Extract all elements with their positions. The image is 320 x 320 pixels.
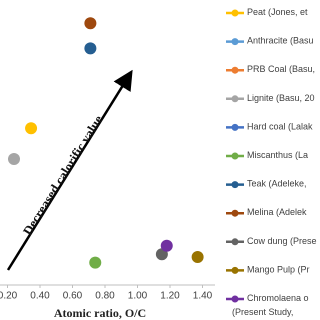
legend-label: PRB Coal (Basu, (247, 65, 315, 75)
x-axis-title: Atomic ratio, O/C (54, 306, 146, 320)
legend-label: Chromolaena o (Present Study, (232, 293, 309, 317)
x-tick-label: 0.80 (95, 291, 115, 302)
x-tick-label: 0.60 (63, 291, 83, 302)
legend-marker (231, 295, 239, 303)
point (25, 122, 38, 135)
x-tick-label: 0.40 (30, 291, 50, 302)
x-tick-label: 0.20 (0, 291, 18, 302)
legend-label: Miscanthus (La (247, 150, 308, 160)
legend-marker (231, 266, 239, 274)
point (8, 153, 20, 165)
legend-marker (231, 152, 239, 160)
legend: Peat (Jones, et Anthracite (Basu PRB Coal … (226, 7, 317, 317)
legend-label: Lignite (Basu, 20 (247, 93, 315, 103)
legend-label: Mango Pulp (Pr (247, 265, 310, 275)
point (89, 256, 102, 269)
arrow (6, 69, 133, 271)
legend-marker (231, 38, 239, 46)
legend-label: Cow dung (Prese (247, 236, 317, 246)
point (160, 239, 173, 252)
legend-marker (231, 9, 239, 17)
x-tick-label: 1.20 (160, 291, 180, 302)
point (84, 17, 97, 30)
legend-label: Teak (Adeleke, (247, 179, 307, 189)
x-tick-label: 1.00 (128, 291, 148, 302)
legend-marker (231, 238, 239, 246)
x-tick-label: 1.40 (193, 291, 213, 302)
point (191, 251, 204, 263)
legend-marker (231, 181, 239, 189)
legend-label: Anthracite (Basu (247, 36, 314, 46)
legend-label: Melina (Adelek (247, 208, 307, 218)
legend-marker (231, 123, 239, 131)
point (84, 42, 97, 55)
legend-label: Hard coal (Lalak (247, 122, 313, 132)
legend-marker (231, 209, 239, 217)
legend-marker (231, 66, 239, 74)
legend-label: Peat (Jones, et (247, 7, 308, 17)
legend-marker (231, 95, 239, 103)
